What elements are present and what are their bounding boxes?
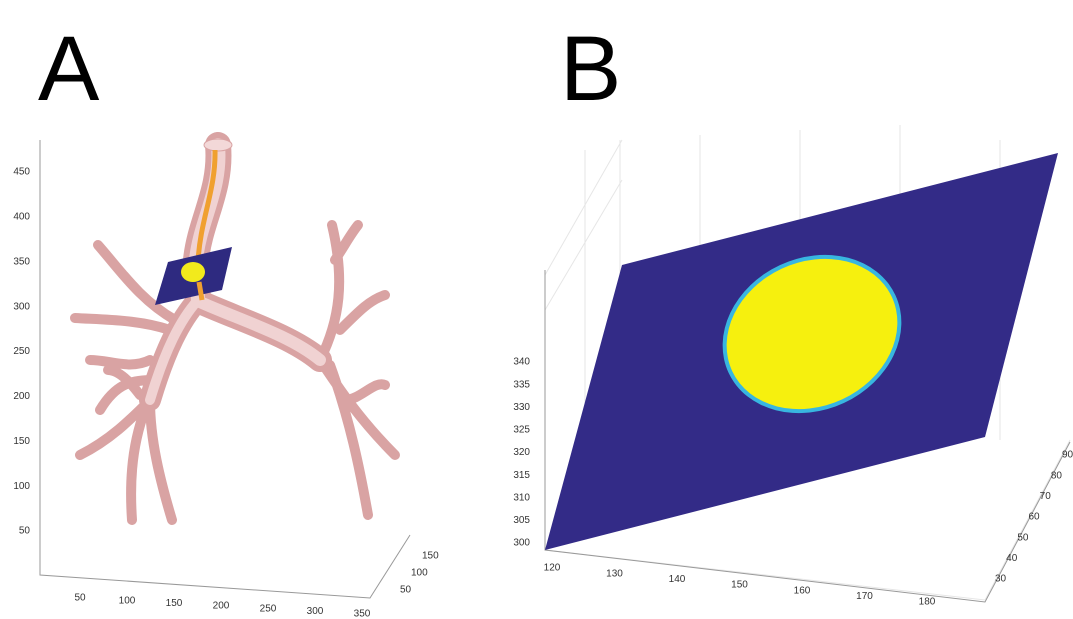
panel-label: A	[38, 18, 100, 120]
z-tick-label: 350	[13, 256, 30, 267]
x-tick-label: 100	[119, 595, 136, 606]
x-tick-label: 140	[669, 574, 686, 585]
x-tick-label: 150	[731, 580, 748, 591]
z-tick-label: 310	[513, 492, 530, 503]
figure: A B 50 100 150 200 250 300 350 50 100 150 50 100 150…	[0, 0, 1073, 619]
centerline	[199, 282, 202, 300]
x-tick-label: 120	[544, 563, 561, 574]
page: A B 50 100 150 200 250 300 350 50 100 150 50 100 150…	[0, 0, 1073, 619]
z-tick-label: 325	[513, 425, 530, 436]
y-tick-label: 70	[1040, 491, 1052, 502]
z-tick-label: 330	[513, 402, 530, 413]
y-tick-label: 50	[1017, 532, 1029, 543]
axis-frame	[40, 140, 410, 598]
panel-label: B	[560, 18, 621, 120]
y-tick-label: 90	[1062, 450, 1073, 461]
z-tick-label: 315	[513, 470, 530, 481]
z-tick-label: 400	[13, 212, 30, 223]
slice-lumen	[181, 262, 205, 282]
y-tick-label: 100	[411, 568, 428, 579]
x-tick-label: 50	[74, 593, 86, 604]
z-tick-label: 320	[513, 447, 530, 458]
trachea-top	[204, 139, 232, 151]
z-tick-label: 305	[513, 515, 530, 526]
x-tick-label: 160	[794, 585, 811, 596]
x-tick-label: 250	[260, 603, 277, 614]
z-tick-label: 335	[513, 379, 530, 390]
z-tick-label: 50	[19, 526, 31, 537]
y-tick-label: 60	[1029, 512, 1041, 523]
y-tick-label: 50	[400, 585, 412, 596]
x-tick-label: 200	[213, 601, 230, 612]
y-tick-label: 80	[1051, 470, 1063, 481]
z-tick-label: 150	[13, 436, 30, 447]
z-tick-label: 340	[513, 357, 530, 368]
z-tick-label: 200	[13, 391, 30, 402]
z-tick-label: 450	[13, 167, 30, 178]
z-tick-label: 300	[13, 301, 30, 312]
y-tick-label: 30	[995, 574, 1007, 585]
x-tick-label: 150	[166, 598, 183, 609]
airway-tree	[75, 139, 395, 520]
y-tick-label: 40	[1006, 553, 1018, 564]
x-tick-label: 130	[606, 568, 623, 579]
x-tick-label: 350	[354, 609, 371, 619]
panel-a-axes	[40, 140, 410, 598]
z-tick-label: 250	[13, 346, 30, 357]
x-tick-label: 170	[856, 591, 873, 602]
y-tick-label: 150	[422, 551, 439, 562]
z-tick-label: 300	[513, 538, 530, 549]
x-tick-label: 180	[919, 597, 936, 608]
x-tick-label: 300	[307, 606, 324, 617]
z-tick-label: 100	[13, 481, 30, 492]
panel-b-axes	[545, 125, 1070, 602]
